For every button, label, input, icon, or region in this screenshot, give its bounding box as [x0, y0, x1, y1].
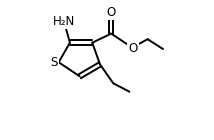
Text: H₂N: H₂N	[53, 15, 75, 28]
Text: O: O	[128, 42, 138, 55]
Text: O: O	[107, 6, 116, 19]
Text: S: S	[51, 56, 58, 69]
